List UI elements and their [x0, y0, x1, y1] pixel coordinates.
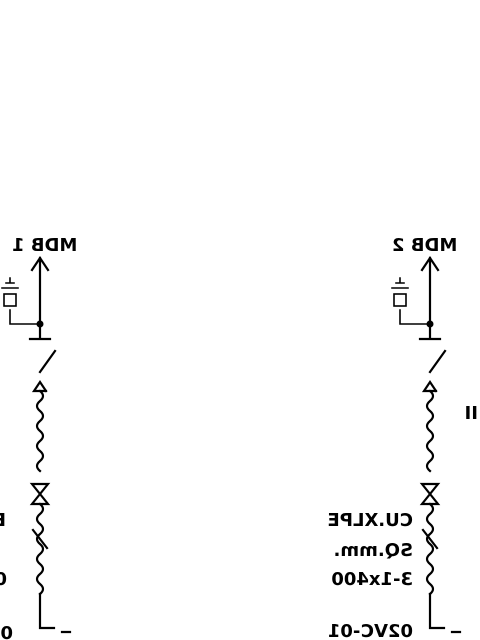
metering-box	[393, 293, 407, 307]
metering-ground-icon	[391, 277, 409, 289]
cable-unit-label: SQ.mm.	[334, 540, 413, 561]
cable-coil-lower	[35, 502, 45, 596]
cable-coil-lower	[425, 502, 435, 596]
feeder-destination-label: MDB 1	[12, 235, 77, 256]
breaker-contact	[38, 349, 57, 374]
metering-tap	[9, 309, 41, 325]
cable-type-label: E	[0, 510, 6, 531]
busbar-tick	[28, 322, 52, 341]
cable-coil-upper	[425, 389, 435, 473]
cable-type-label: CU.XLPE	[328, 510, 414, 531]
margin-mark: II	[465, 403, 478, 424]
feeder-ref-label: 02VC-01	[328, 621, 413, 640]
cable-coil-upper	[35, 389, 45, 473]
mirrored-drawing-sheet: MDB 1 E 0 01 MDB 2	[0, 235, 478, 640]
metering-ground-icon	[1, 277, 19, 289]
metering-tap	[399, 309, 431, 325]
breaker-contact	[428, 349, 447, 374]
cable-size-label: 0	[0, 569, 7, 590]
feeder-destination-label: MDB 2	[392, 235, 457, 256]
cable-slash	[421, 528, 439, 550]
feeder-ref-label: 01	[0, 623, 13, 640]
cable-size-label: 3-1x400	[331, 569, 413, 590]
isolator-bowtie-icon	[419, 482, 441, 506]
busbar-tick	[418, 322, 442, 341]
feeder-mdb-2: MDB 2 CU.XLPE SQ.mm. 3-1x400 02VC-01 II	[328, 235, 479, 640]
metering-box	[3, 293, 17, 307]
outgoing-arrow	[420, 256, 440, 326]
feeder-mdb-1: MDB 1 E 0 01	[0, 235, 77, 640]
cable-slash	[31, 528, 49, 550]
isolator-bowtie-icon	[29, 482, 51, 506]
bottom-bus-connection	[38, 592, 72, 634]
outgoing-arrow	[30, 256, 50, 326]
bottom-bus-connection	[428, 592, 462, 634]
